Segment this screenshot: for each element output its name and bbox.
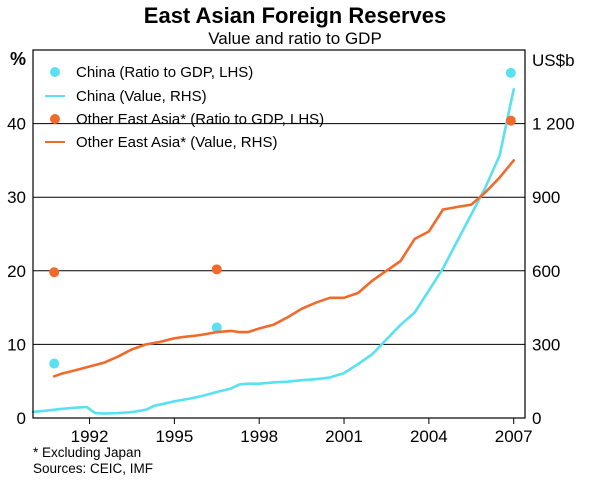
series-point-0: [49, 358, 60, 369]
legend-label-2: Other East Asia* (Ratio to GDP, LHS): [76, 111, 324, 128]
chart-subtitle: Value and ratio to GDP: [208, 29, 382, 48]
sources: Sources: CEIC, IMF: [33, 461, 154, 476]
right-tick-label: 1 200: [532, 115, 575, 134]
x-tick-label: 2001: [325, 427, 363, 446]
x-tick-label: 1998: [240, 427, 278, 446]
series-point-2: [211, 264, 222, 275]
right-tick-label: 300: [532, 335, 560, 354]
right-axis-unit: US$b: [532, 51, 575, 70]
legend-label-3: Other East Asia* (Value, RHS): [76, 134, 277, 151]
legend-label-0: China (Ratio to GDP, LHS): [76, 64, 253, 81]
series-point-0: [211, 322, 222, 333]
left-tick-label: 20: [7, 262, 26, 281]
tick-layer: 0 10 20 30 40 0 300 600 900 1 200 1992 1995 1998 2001…: [7, 115, 574, 446]
series-line-3: [52, 159, 516, 378]
series-layer: [31, 67, 516, 415]
series-point-0: [505, 67, 516, 78]
right-tick-label: 600: [532, 262, 560, 281]
left-tick-label: 0: [17, 409, 26, 428]
series-point-2: [49, 267, 60, 278]
legend-marker-0: [50, 67, 60, 77]
x-tick-label: 1992: [71, 427, 109, 446]
left-tick-label: 30: [7, 188, 26, 207]
series-point-2: [505, 115, 516, 126]
right-tick-label: 900: [532, 188, 560, 207]
x-tick-label: 1995: [155, 427, 193, 446]
x-tick-label: 2004: [410, 427, 448, 446]
left-tick-label: 40: [7, 115, 26, 134]
legend-label-1: China (Value, RHS): [76, 88, 207, 105]
legend-marker-2: [50, 114, 60, 124]
grid-layer: [33, 123, 525, 345]
left-axis-unit: %: [10, 49, 27, 69]
plot-frame: [32, 49, 526, 419]
left-tick-label: 10: [7, 335, 26, 354]
chart-title: East Asian Foreign Reserves: [143, 3, 447, 28]
right-tick-label: 0: [532, 409, 541, 428]
legend: China (Ratio to GDP, LHS) China (Value, R…: [45, 64, 324, 151]
footnote: * Excluding Japan: [33, 445, 142, 460]
x-tick-label: 2007: [495, 427, 533, 446]
series-line-1: [31, 88, 516, 415]
